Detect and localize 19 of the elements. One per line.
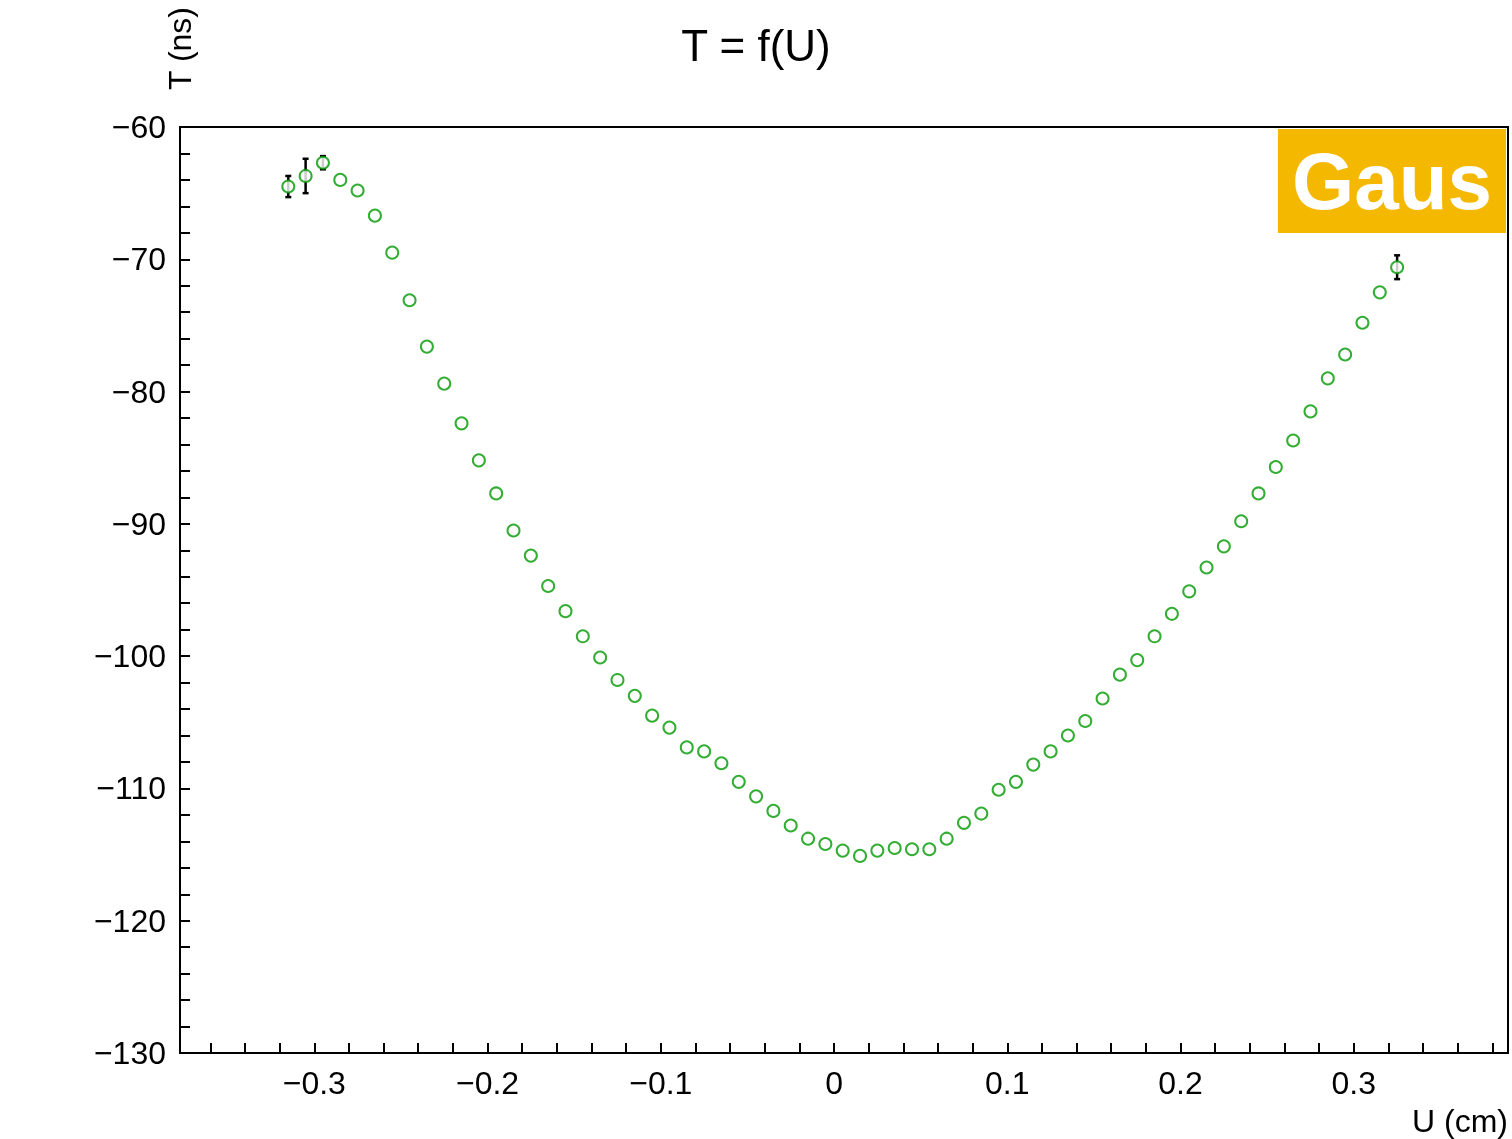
y-tick-label: −110 bbox=[96, 770, 166, 807]
y-tick-label: −80 bbox=[111, 373, 166, 410]
x-tick-label: −0.1 bbox=[629, 1065, 693, 1101]
x-tick-label: 0.2 bbox=[1158, 1065, 1203, 1101]
x-tick-label: 0.1 bbox=[985, 1065, 1030, 1101]
y-tick-label: −90 bbox=[111, 505, 166, 542]
x-tick-label: 0 bbox=[825, 1065, 843, 1101]
y-tick-label: −100 bbox=[93, 638, 166, 675]
annotation: Gaus bbox=[1291, 136, 1492, 226]
y-tick-label: −120 bbox=[93, 902, 166, 939]
y-tick-label: −70 bbox=[111, 241, 166, 278]
y-axis-title: T (ns) bbox=[162, 7, 198, 90]
x-tick-label: −0.2 bbox=[455, 1065, 520, 1101]
x-axis-title: U (cm) bbox=[1412, 1103, 1508, 1139]
x-tick-label: 0.3 bbox=[1331, 1065, 1377, 1101]
y-tick-label: −60 bbox=[111, 109, 166, 145]
y-tick-label: −130 bbox=[93, 1035, 166, 1071]
chart-title: T = f(U) bbox=[681, 20, 831, 70]
x-tick-label: −0.3 bbox=[282, 1065, 346, 1101]
